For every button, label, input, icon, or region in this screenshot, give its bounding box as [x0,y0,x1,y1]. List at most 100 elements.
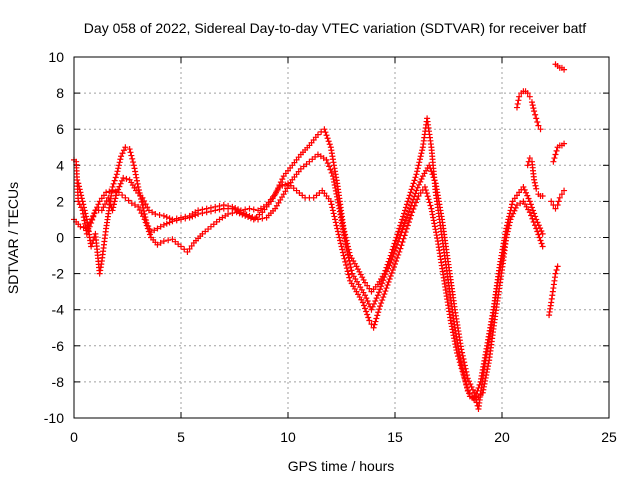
data-point-track-c [346,274,353,281]
data-point-track-c [165,237,172,244]
data-point-track-a [356,268,363,275]
data-point-track-b [344,248,351,255]
data-point-track-c [426,199,433,206]
data-point-track-c [401,232,408,239]
data-point-track-c [336,234,343,241]
data-point-track-c [119,192,126,199]
data-point-tail-upper [537,126,544,133]
data-point-track-c [403,225,410,232]
y-tick-label: 6 [56,121,64,137]
data-point-tail-mid [532,182,539,189]
data-point-track-b [116,159,123,166]
data-point-track-c [136,206,143,213]
data-point-track-c [342,258,349,265]
data-point-track-c [83,225,90,232]
data-point-track-a [522,189,529,196]
data-point-tail-lower-right [552,205,559,212]
data-point-track-c [371,321,378,328]
data-point-track-a [521,186,528,193]
data-point-track-b [216,206,223,213]
data-point-track-b [178,216,184,223]
data-point-track-c [456,359,463,366]
data-point-track-b [426,162,433,169]
data-point-track-a [362,279,369,286]
data-point-track-c [333,222,340,229]
y-axis-ticks: -10 -8 -6 -4 -2 0 2 4 6 8 10 [44,49,609,426]
data-point-track-a [123,175,130,182]
data-point-track-b [157,223,164,230]
data-point-track-c [424,193,431,200]
data-point-track-c [91,209,98,216]
data-point-track-c [457,362,464,369]
data-point-track-a [400,213,407,220]
data-point-track-a [324,135,331,142]
data-point-track-b [75,183,82,190]
data-point-tail-upper [513,104,520,111]
data-point-track-b [528,212,535,219]
data-point-track-b [345,254,352,261]
data-point-tail-top-right [561,66,568,73]
data-point-track-c [328,201,335,208]
data-point-track-b [398,229,405,236]
data-point-track-c [128,200,135,207]
data-point-track-b [535,231,542,238]
data-point-track-a [509,198,516,205]
data-point-tail-mid [531,179,538,186]
data-point-track-b [78,192,85,199]
data-point-track-b [371,300,378,307]
data-point-track-b [533,225,540,232]
data-point-track-b [189,213,196,220]
data-point-track-b [182,215,189,222]
data-point-tail-upper [526,93,533,100]
data-point-track-c [154,241,161,248]
data-point-tail-mid [533,185,540,192]
data-point-track-b [377,286,384,293]
data-point-track-b [538,240,545,247]
data-point-track-c [404,222,411,229]
data-point-track-a [142,201,149,208]
data-point-track-b [203,209,210,216]
data-point-track-b [385,265,392,272]
data-point-track-c [341,255,348,262]
data-point-track-b [154,225,161,232]
x-tick-label: 20 [494,429,510,445]
data-point-track-c [470,395,477,402]
data-point-track-a [520,183,527,190]
data-point-track-a [322,129,329,136]
data-point-track-b [78,195,85,202]
data-point-track-a [354,266,361,273]
data-point-track-a [160,212,167,219]
data-point-track-b [392,247,398,254]
data-point-track-c [282,181,289,188]
data-point-track-a [528,204,535,211]
data-point-track-c [276,183,283,190]
y-tick-label: 10 [48,49,64,65]
data-point-track-c [392,260,398,267]
data-point-track-c [242,212,249,219]
data-point-track-b [458,346,465,353]
data-point-track-a [117,180,124,187]
data-point-track-c [125,197,132,204]
data-point-track-a [508,201,515,208]
data-point-track-c [332,219,339,226]
data-point-track-c [115,189,122,196]
data-point-track-b [510,210,517,217]
data-point-track-b [135,183,142,190]
data-point-track-a [279,176,286,183]
data-point-track-b [374,292,381,299]
data-point-track-b [130,159,137,166]
data-point-track-b [135,186,142,193]
data-point-track-b [534,228,541,235]
data-point-track-a [250,206,257,213]
data-point-track-c [131,202,138,209]
data-point-track-c [411,202,418,209]
data-point-track-a [395,228,402,235]
data-point-tail-mid-right [561,140,568,147]
data-point-track-b [129,155,136,162]
data-point-track-c [388,269,395,276]
data-point-track-a [116,183,123,190]
data-point-track-a [530,207,537,214]
data-point-track-b [418,176,425,183]
data-point-track-c [427,202,434,209]
data-point-track-a [396,225,403,232]
